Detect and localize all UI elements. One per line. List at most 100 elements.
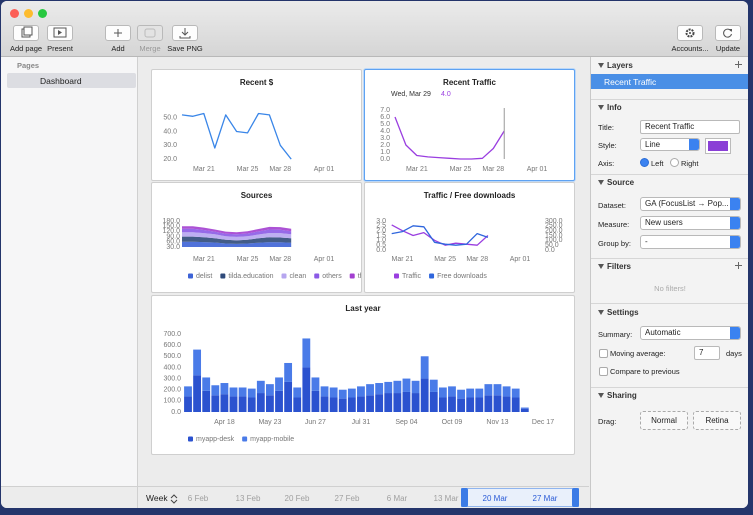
bar [411, 380, 420, 394]
bar [247, 397, 256, 412]
bar [420, 356, 429, 379]
area-series [182, 232, 292, 241]
section-heading: Settings [607, 308, 639, 317]
bar [475, 388, 484, 398]
add-filter-button[interactable] [735, 262, 742, 269]
x-tick-label: Jun 27 [305, 419, 326, 426]
y-tick-label: 150.0 [162, 223, 180, 230]
style-select[interactable]: Line [640, 138, 700, 151]
disclosure[interactable] [598, 180, 604, 185]
radio-left[interactable] [640, 158, 649, 167]
drag-normal[interactable]: Normal [640, 411, 688, 430]
timeline-date[interactable]: 6 Mar [386, 494, 408, 503]
x-tick-label: Apr 18 [214, 419, 235, 426]
area-series [182, 226, 292, 235]
bar [384, 381, 393, 394]
y-tick-label: 5.0 [380, 121, 390, 128]
layer-row[interactable]: Recent Traffic [591, 74, 748, 89]
disclosure[interactable] [598, 310, 604, 315]
x-tick-label: May 23 [258, 419, 281, 426]
bar [448, 396, 456, 412]
y-tick-label: 100.0 [163, 398, 181, 405]
y-tick-label: 180.0 [162, 218, 180, 225]
x-tick-label: Mar 25 [237, 166, 259, 173]
y-tick-label: 30.0 [163, 142, 177, 149]
disclosure[interactable] [598, 393, 604, 398]
chart-card[interactable]: Recent $ 50.0 40.0 30.0 20.0 Mar 21 Mar 25 Mar … [151, 69, 362, 181]
hover-value: 4.0 [441, 91, 451, 98]
drag-retina[interactable]: Retina [693, 411, 741, 430]
chart-card[interactable]: Sources 180.0 150.0 120.0 90.0 60.0 30.0 Mar 21… [151, 182, 362, 293]
separator [591, 303, 748, 304]
page-row[interactable]: Dashboard [7, 73, 136, 88]
layer-name: Recent Traffic [604, 77, 657, 87]
dataset-select[interactable]: GA (FocusList → Pop... [640, 197, 741, 211]
timeline-date[interactable]: 27 Mar [532, 494, 558, 503]
measure-select[interactable]: New users [640, 216, 741, 230]
x-tick-label: Mar 21 [193, 166, 215, 173]
merge-button[interactable] [137, 25, 163, 41]
bar [366, 395, 374, 412]
bar [493, 384, 502, 396]
timeline-date[interactable]: 20 Mar [482, 494, 508, 503]
timeline-date[interactable]: 6 Feb [187, 494, 209, 503]
chart-card[interactable]: Last year 700.0 600.0 500.0 400.0 300.0 200.0 1… [151, 295, 575, 455]
x-tick-label: Mar 21 [193, 256, 215, 263]
icon [53, 27, 67, 38]
bar [502, 386, 511, 397]
bar [347, 397, 356, 412]
moving-average-input[interactable]: 7 [694, 346, 720, 360]
present-button[interactable] [47, 25, 73, 41]
disclosure[interactable] [598, 105, 604, 110]
chart-card[interactable]: Recent Traffic 7.0 6.0 5.0 4.0 3.0 2.0 1.0 0.0 Ma… [364, 69, 575, 181]
add-button[interactable] [105, 25, 131, 41]
radio-right[interactable] [670, 158, 679, 167]
accounts-button[interactable] [677, 25, 703, 41]
bar [293, 387, 302, 398]
field-label: Dataset: [598, 201, 626, 210]
range-handle[interactable] [461, 488, 468, 507]
bar [448, 386, 456, 397]
page-name: Dashboard [40, 76, 82, 86]
update-button[interactable] [715, 25, 741, 41]
range-handle[interactable] [572, 488, 579, 507]
period-select[interactable]: Week [146, 493, 178, 504]
zoom-button[interactable] [38, 9, 47, 18]
x-tick-label: Sep 04 [395, 419, 417, 426]
timeline-date[interactable]: 13 Feb [235, 494, 261, 503]
checkbox[interactable] [599, 367, 608, 376]
x-tick-label: Mar 25 [237, 256, 259, 263]
checkbox[interactable] [599, 349, 608, 358]
x-tick-label: Mar 21 [406, 166, 428, 173]
legend-swatch [314, 273, 320, 279]
x-tick-label: Apr 01 [527, 166, 548, 173]
range-selection[interactable] [461, 488, 579, 507]
group-by-select[interactable]: - [640, 235, 741, 249]
add-layer-button[interactable] [735, 61, 742, 68]
add-page-button[interactable] [13, 25, 39, 41]
timeline-date[interactable]: 20 Feb [284, 494, 310, 503]
legend-swatch [188, 436, 193, 442]
color-well[interactable] [705, 138, 731, 154]
disclosure[interactable] [598, 63, 604, 68]
legend-label: clean [290, 273, 307, 280]
timeline-date[interactable]: 13 Mar [433, 494, 459, 503]
close-button[interactable] [10, 9, 19, 18]
section-heading: Source [607, 178, 635, 187]
bar [202, 390, 211, 412]
save-png-button[interactable] [172, 25, 198, 41]
chart-card[interactable]: Traffic / Free downloads 3.0 2.5 2.0 1.5 1.0 0… [364, 182, 575, 293]
summary-select[interactable]: Automatic [640, 326, 741, 340]
y-tick-label: 200.0 [163, 387, 181, 394]
bar [220, 383, 229, 395]
y-tick-label: 400.0 [163, 364, 181, 371]
hover-date: Wed, Mar 29 [391, 91, 431, 98]
bar [429, 379, 438, 392]
minimize-button[interactable] [24, 9, 33, 18]
y-tick-label: 2.0 [376, 228, 386, 235]
timeline-date[interactable]: 27 Feb [334, 494, 360, 503]
line-series [394, 116, 505, 160]
title-input[interactable]: Recent Traffic [640, 120, 740, 134]
disclosure[interactable] [598, 264, 604, 269]
